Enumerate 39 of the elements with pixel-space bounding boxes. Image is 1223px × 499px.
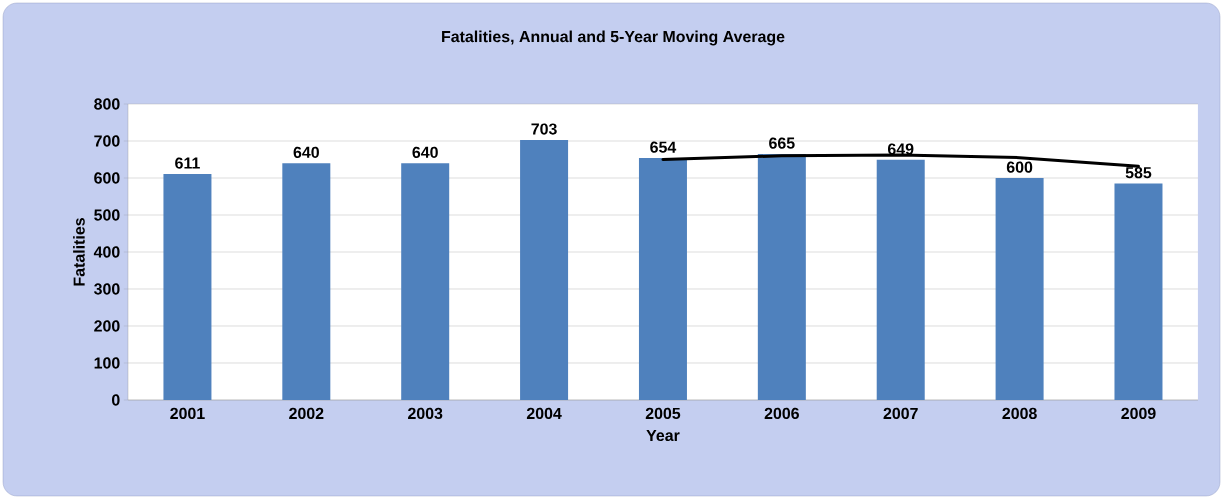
y-tick-label: 300 <box>93 283 120 295</box>
chart-title: Fatalities, Annual and 5-Year Moving Average <box>442 30 785 46</box>
bar <box>876 159 925 400</box>
x-tick-label: 2004 <box>526 407 562 420</box>
x-tick-label: 2009 <box>1121 407 1156 420</box>
bar <box>520 139 569 400</box>
y-tick-label: 800 <box>94 98 120 110</box>
data-label: 654 <box>650 141 677 153</box>
data-label: 665 <box>769 137 795 149</box>
data-label: 703 <box>531 123 557 135</box>
data-label: 640 <box>293 146 319 158</box>
x-axis-title: Year <box>646 429 680 442</box>
y-tick-label: 400 <box>93 246 120 258</box>
y-tick-label: 700 <box>94 135 120 147</box>
x-tick-label: 2006 <box>764 407 799 420</box>
x-tick-label: 2007 <box>883 407 918 420</box>
x-tick-label: 2005 <box>645 407 681 420</box>
data-label: 640 <box>412 146 438 158</box>
y-tick-label: 0 <box>111 394 120 406</box>
data-label: 585 <box>1125 167 1152 179</box>
x-tick-label: 2003 <box>408 407 443 420</box>
bar <box>995 178 1044 400</box>
y-tick-label: 200 <box>94 320 120 332</box>
bar <box>401 163 450 400</box>
bar <box>1114 183 1163 400</box>
x-tick-label: 2008 <box>1002 407 1037 420</box>
bar <box>757 153 806 400</box>
bar <box>282 163 331 400</box>
data-label: 611 <box>175 157 200 169</box>
y-tick-label: 500 <box>94 209 120 221</box>
x-tick-label: 2001 <box>170 407 205 420</box>
data-label: 649 <box>888 143 914 155</box>
bar <box>638 158 687 400</box>
data-label: 600 <box>1006 161 1033 173</box>
bar <box>163 173 212 400</box>
y-tick-label: 600 <box>94 172 120 184</box>
y-axis-title: Fatalities <box>73 218 85 286</box>
x-tick-label: 2002 <box>289 407 324 420</box>
y-tick-label: 100 <box>94 357 120 369</box>
